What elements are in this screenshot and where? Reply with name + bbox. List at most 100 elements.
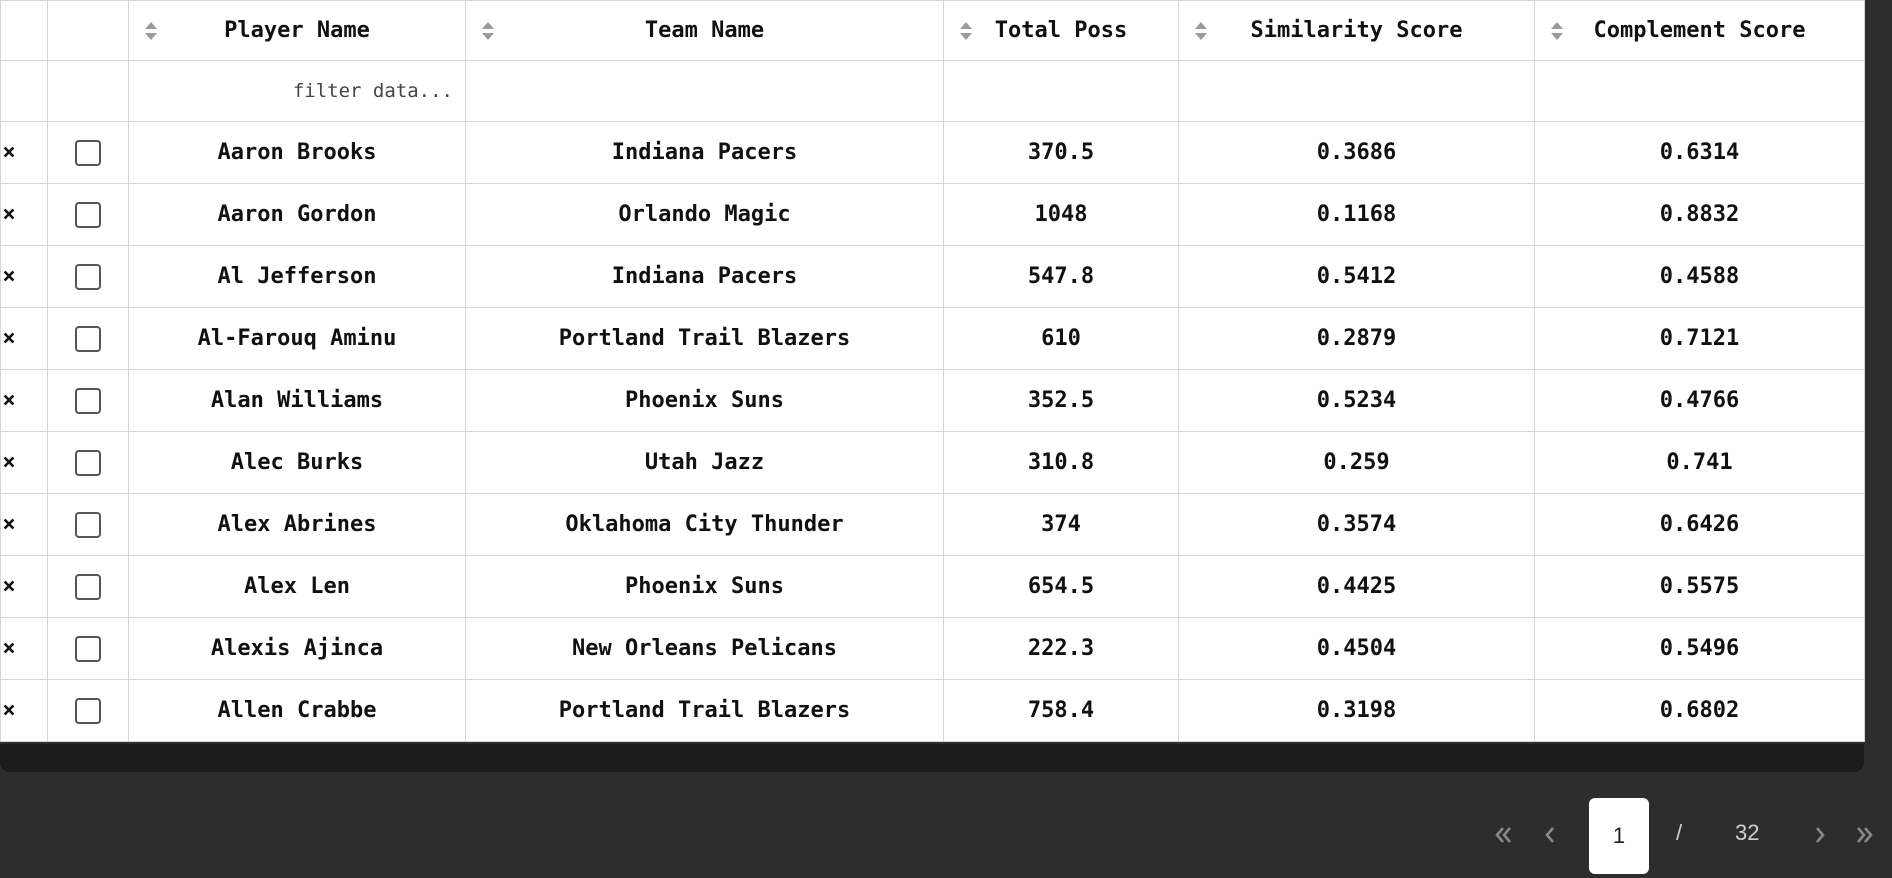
cell-total-poss: 547.8 (943, 245, 1179, 308)
column-label: Team Name (644, 18, 765, 43)
filter-input-team-name[interactable] (465, 60, 944, 122)
table-row: × Allen Crabbe Portland Trail Blazers 758.4… (0, 679, 1865, 742)
row-checkbox[interactable] (75, 201, 101, 228)
select-row-cell (47, 183, 129, 246)
cell-player-name: Alex Len (128, 555, 466, 618)
column-header-total-poss[interactable]: Total Poss (943, 0, 1179, 61)
cell-complement-score: 0.741 (1534, 431, 1865, 494)
column-header-team-name[interactable]: Team Name (465, 0, 944, 61)
filter-input-similarity-score[interactable] (1178, 60, 1535, 122)
delete-row-icon[interactable]: × (2, 450, 16, 475)
select-row-cell (47, 493, 129, 556)
cell-similarity-score: 0.4425 (1178, 555, 1535, 618)
select-row-cell (47, 431, 129, 494)
cell-team-name: Phoenix Suns (465, 555, 944, 618)
row-checkbox[interactable] (75, 449, 101, 476)
cell-complement-score: 0.4766 (1534, 369, 1865, 432)
sort-icon[interactable] (480, 20, 496, 42)
delete-row-cell: × (0, 617, 48, 680)
first-page-icon[interactable] (1488, 820, 1518, 850)
pagination: 1 / 32 (1470, 798, 1890, 874)
delete-row-icon[interactable]: × (2, 512, 16, 537)
filter-input-player-name[interactable]: filter data... (128, 60, 466, 122)
cell-total-poss: 758.4 (943, 679, 1179, 742)
current-page-input[interactable]: 1 (1589, 798, 1649, 874)
table-row: × Alexis Ajinca New Orleans Pelicans 222.3 0… (0, 617, 1865, 680)
delete-row-icon[interactable]: × (2, 574, 16, 599)
column-header-complement-score[interactable]: Complement Score (1534, 0, 1865, 61)
delete-row-cell: × (0, 431, 48, 494)
column-label: Total Poss (994, 18, 1128, 43)
delete-row-icon[interactable]: × (2, 140, 16, 165)
filter-input-total-poss[interactable] (943, 60, 1179, 122)
cell-complement-score: 0.8832 (1534, 183, 1865, 246)
row-checkbox[interactable] (75, 511, 101, 538)
last-page-icon[interactable] (1850, 820, 1880, 850)
sort-icon[interactable] (143, 20, 159, 42)
sort-icon[interactable] (1549, 20, 1565, 42)
table-row: × Alex Len Phoenix Suns 654.5 0.4425 0.5575 (0, 555, 1865, 618)
cell-total-poss: 1048 (943, 183, 1179, 246)
row-checkbox[interactable] (75, 325, 101, 352)
table-row: × Alec Burks Utah Jazz 310.8 0.259 0.741 (0, 431, 1865, 494)
total-pages: 32 (1735, 820, 1760, 845)
cell-player-name: Aaron Brooks (128, 121, 466, 184)
cell-player-name: Alan Williams (128, 369, 466, 432)
cell-team-name: Orlando Magic (465, 183, 944, 246)
cell-total-poss: 610 (943, 307, 1179, 370)
column-label: Complement Score (1593, 18, 1806, 43)
cell-team-name: Indiana Pacers (465, 245, 944, 308)
cell-similarity-score: 0.4504 (1178, 617, 1535, 680)
header-select-col (47, 0, 129, 61)
select-row-cell (47, 679, 129, 742)
cell-complement-score: 0.4588 (1534, 245, 1865, 308)
sort-icon[interactable] (958, 20, 974, 42)
cell-team-name: Portland Trail Blazers (465, 679, 944, 742)
select-row-cell (47, 121, 129, 184)
delete-row-cell: × (0, 245, 48, 308)
row-checkbox[interactable] (75, 139, 101, 166)
cell-player-name: Al-Farouq Aminu (128, 307, 466, 370)
filter-cell-empty (47, 60, 129, 122)
cell-team-name: Oklahoma City Thunder (465, 493, 944, 556)
delete-row-icon[interactable]: × (2, 264, 16, 289)
table-row: × Alex Abrines Oklahoma City Thunder 374 0.3… (0, 493, 1865, 556)
row-checkbox[interactable] (75, 263, 101, 290)
cell-total-poss: 352.5 (943, 369, 1179, 432)
cell-complement-score: 0.6314 (1534, 121, 1865, 184)
table-row: × Alan Williams Phoenix Suns 352.5 0.5234 0.4… (0, 369, 1865, 432)
delete-row-icon[interactable]: × (2, 326, 16, 351)
filter-input-complement-score[interactable] (1534, 60, 1865, 122)
row-checkbox[interactable] (75, 573, 101, 600)
table-row: × Aaron Gordon Orlando Magic 1048 0.1168 0.88… (0, 183, 1865, 246)
row-checkbox[interactable] (75, 635, 101, 662)
next-page-icon[interactable] (1805, 820, 1835, 850)
cell-complement-score: 0.6802 (1534, 679, 1865, 742)
cell-player-name: Al Jefferson (128, 245, 466, 308)
delete-row-cell: × (0, 307, 48, 370)
data-table-container: Player Name Team Name Total Poss Similar… (0, 0, 1865, 742)
cell-total-poss: 374 (943, 493, 1179, 556)
delete-row-icon[interactable]: × (2, 202, 16, 227)
delete-row-icon[interactable]: × (2, 388, 16, 413)
delete-row-cell: × (0, 369, 48, 432)
cell-team-name: Indiana Pacers (465, 121, 944, 184)
header-row: Player Name Team Name Total Poss Similar… (0, 0, 1865, 61)
column-header-player-name[interactable]: Player Name (128, 0, 466, 61)
row-checkbox[interactable] (75, 697, 101, 724)
column-header-similarity-score[interactable]: Similarity Score (1178, 0, 1535, 61)
row-checkbox[interactable] (75, 387, 101, 414)
cell-team-name: Portland Trail Blazers (465, 307, 944, 370)
cell-similarity-score: 0.2879 (1178, 307, 1535, 370)
column-label: Player Name (224, 18, 370, 43)
column-label: Similarity Score (1250, 18, 1463, 43)
delete-row-icon[interactable]: × (2, 636, 16, 661)
page-separator: / (1676, 820, 1683, 845)
cell-player-name: Allen Crabbe (128, 679, 466, 742)
cell-player-name: Alexis Ajinca (128, 617, 466, 680)
sort-icon[interactable] (1193, 20, 1209, 42)
delete-row-icon[interactable]: × (2, 698, 16, 723)
horizontal-scrollbar[interactable] (0, 744, 1864, 772)
cell-similarity-score: 0.5412 (1178, 245, 1535, 308)
prev-page-icon[interactable] (1535, 820, 1565, 850)
